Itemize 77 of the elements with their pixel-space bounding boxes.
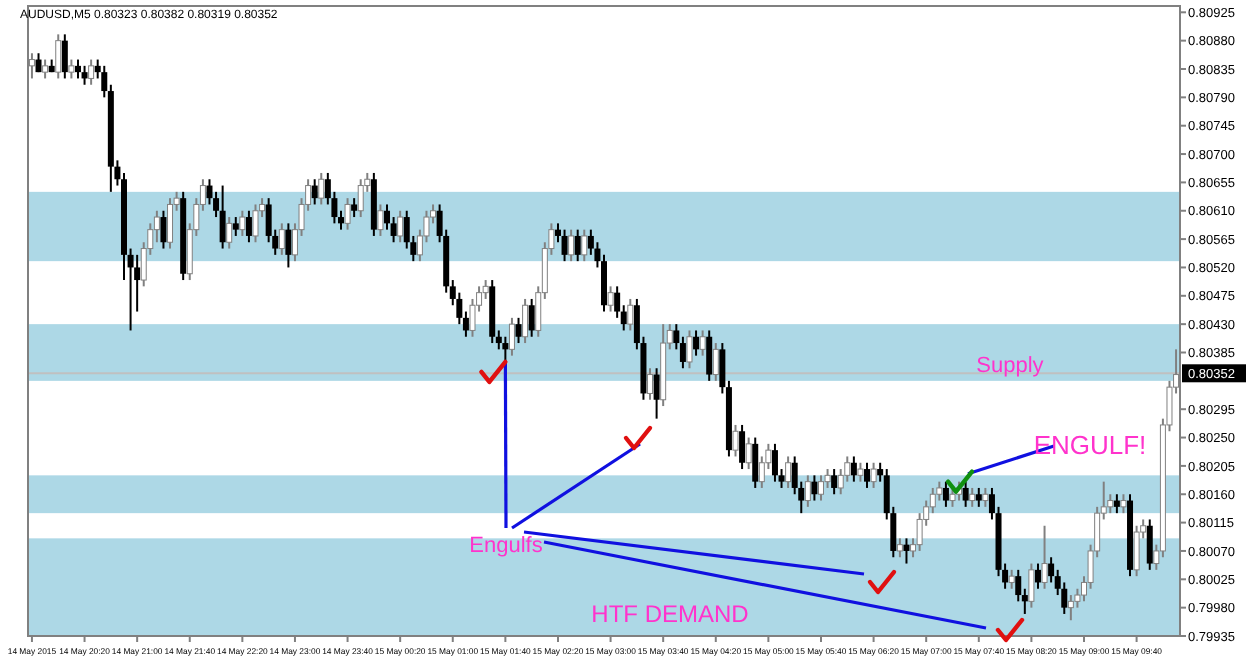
candlestick xyxy=(55,33,62,80)
candlestick xyxy=(568,228,575,263)
candlestick xyxy=(982,486,989,508)
candlestick xyxy=(831,468,838,496)
candlestick xyxy=(1008,568,1015,590)
candlestick xyxy=(1034,562,1041,590)
candlestick xyxy=(903,537,910,565)
candlestick xyxy=(627,297,634,332)
candlestick xyxy=(351,197,358,219)
candlestick xyxy=(515,316,522,345)
candlestick xyxy=(561,228,568,263)
candlestick xyxy=(219,184,226,250)
candlestick xyxy=(1133,524,1140,578)
candlestick xyxy=(969,486,976,508)
candlestick xyxy=(1028,562,1035,609)
candlestick xyxy=(745,436,752,471)
candlestick xyxy=(581,228,588,263)
candlestick xyxy=(864,461,871,489)
candlestick xyxy=(699,329,706,357)
candlestick xyxy=(42,58,49,80)
candlestick xyxy=(502,335,509,363)
candlestick xyxy=(239,209,246,237)
candlestick xyxy=(357,178,364,219)
candlestick xyxy=(811,474,818,502)
candlestick xyxy=(232,216,239,237)
annotation: Supply xyxy=(976,354,1045,378)
candlestick xyxy=(647,367,654,401)
candlestick xyxy=(68,58,75,80)
candlestick xyxy=(285,222,292,269)
candlestick xyxy=(706,329,713,382)
candlestick xyxy=(528,297,535,338)
candlestick xyxy=(739,423,746,471)
candlestick xyxy=(252,203,259,244)
candlestick xyxy=(61,33,68,80)
candlestick xyxy=(81,64,88,86)
candlestick xyxy=(850,455,857,483)
candlestick xyxy=(693,329,700,357)
candlestick xyxy=(712,342,719,382)
candlestick xyxy=(942,480,949,508)
candlestick xyxy=(1041,524,1048,590)
candlestick xyxy=(1067,594,1074,622)
candlestick xyxy=(857,461,864,483)
candlestick xyxy=(732,423,739,458)
candlestick xyxy=(607,285,614,313)
candlestick xyxy=(949,486,956,508)
candlestick xyxy=(397,209,404,244)
candlestick xyxy=(785,455,792,489)
candlestick xyxy=(1120,493,1127,515)
candlestick xyxy=(167,197,174,250)
candlestick xyxy=(804,474,811,508)
candlestick xyxy=(896,537,903,559)
candlestick xyxy=(311,178,318,206)
annotation: HTF DEMAND xyxy=(591,600,750,628)
candlestick xyxy=(278,222,285,256)
annotation: ENGULF! xyxy=(1033,430,1147,460)
candlestick xyxy=(653,367,660,420)
candlestick xyxy=(160,209,167,250)
candlestick xyxy=(344,197,351,231)
candlestick xyxy=(377,203,384,237)
candlestick xyxy=(574,228,581,263)
candlestick xyxy=(318,171,325,206)
candlestick xyxy=(870,461,877,489)
candlestick xyxy=(817,474,824,502)
candlestick xyxy=(752,436,759,489)
candlestick xyxy=(226,216,233,250)
annotation: Engulfs xyxy=(469,534,544,558)
candlestick xyxy=(522,297,529,345)
candlestick xyxy=(88,58,95,86)
candlestick xyxy=(508,316,515,357)
candlestick xyxy=(245,209,252,244)
candlestick xyxy=(975,486,982,508)
candlestick xyxy=(1113,493,1120,515)
candlestick xyxy=(74,58,81,80)
candlestick xyxy=(771,442,778,483)
candlestick xyxy=(686,329,693,370)
candlestick xyxy=(1146,518,1153,571)
candlestick xyxy=(962,480,969,508)
